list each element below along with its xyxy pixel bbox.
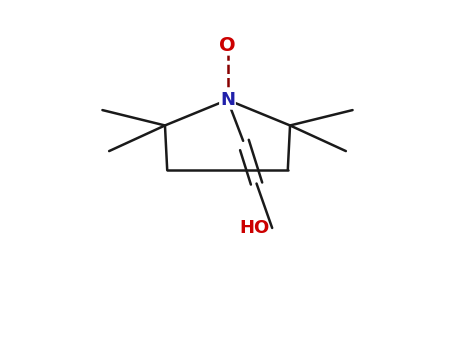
Text: O: O: [219, 36, 236, 55]
Text: HO: HO: [240, 219, 270, 237]
Text: N: N: [220, 91, 235, 109]
